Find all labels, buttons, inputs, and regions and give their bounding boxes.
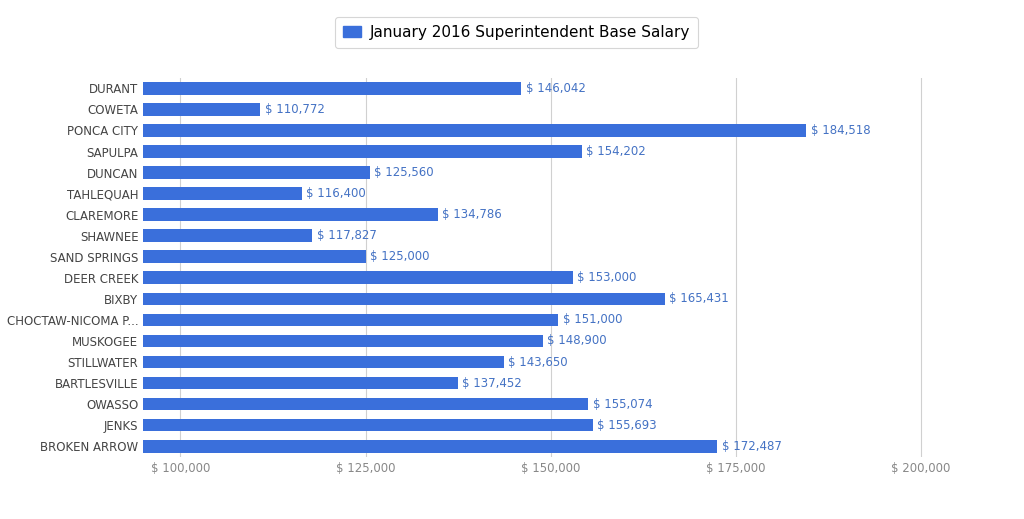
Bar — [0, 187, 302, 200]
Bar — [0, 208, 438, 221]
Text: $ 116,400: $ 116,400 — [306, 187, 366, 200]
Bar — [0, 440, 717, 453]
Text: $ 155,074: $ 155,074 — [593, 398, 652, 411]
Bar — [0, 398, 588, 411]
Bar — [0, 419, 593, 431]
Text: $ 125,560: $ 125,560 — [374, 166, 434, 179]
Legend: January 2016 Superintendent Base Salary: January 2016 Superintendent Base Salary — [335, 17, 698, 48]
Bar — [0, 229, 312, 242]
Text: $ 151,000: $ 151,000 — [562, 313, 622, 326]
Text: $ 110,772: $ 110,772 — [264, 103, 325, 116]
Text: $ 154,202: $ 154,202 — [586, 145, 646, 158]
Text: $ 143,650: $ 143,650 — [508, 356, 567, 368]
Bar — [0, 124, 806, 137]
Bar — [0, 251, 366, 263]
Bar — [0, 166, 370, 179]
Text: $ 148,900: $ 148,900 — [547, 334, 606, 347]
Bar — [0, 293, 665, 305]
Bar — [0, 271, 572, 284]
Bar — [0, 103, 260, 116]
Bar — [0, 377, 458, 389]
Text: $ 117,827: $ 117,827 — [316, 229, 377, 242]
Text: $ 155,693: $ 155,693 — [597, 419, 657, 432]
Y-axis label: District: District — [0, 245, 1, 290]
Bar — [0, 335, 543, 347]
Bar — [0, 313, 558, 326]
Text: $ 137,452: $ 137,452 — [462, 377, 522, 390]
Bar — [0, 356, 504, 368]
Text: $ 153,000: $ 153,000 — [578, 271, 637, 284]
Text: $ 172,487: $ 172,487 — [722, 440, 781, 453]
Text: $ 125,000: $ 125,000 — [370, 250, 429, 263]
Text: $ 146,042: $ 146,042 — [525, 82, 586, 95]
Text: $ 165,431: $ 165,431 — [670, 292, 729, 305]
Text: $ 184,518: $ 184,518 — [811, 124, 870, 137]
Bar — [0, 82, 521, 94]
Text: $ 134,786: $ 134,786 — [442, 208, 502, 221]
Bar — [0, 145, 582, 158]
